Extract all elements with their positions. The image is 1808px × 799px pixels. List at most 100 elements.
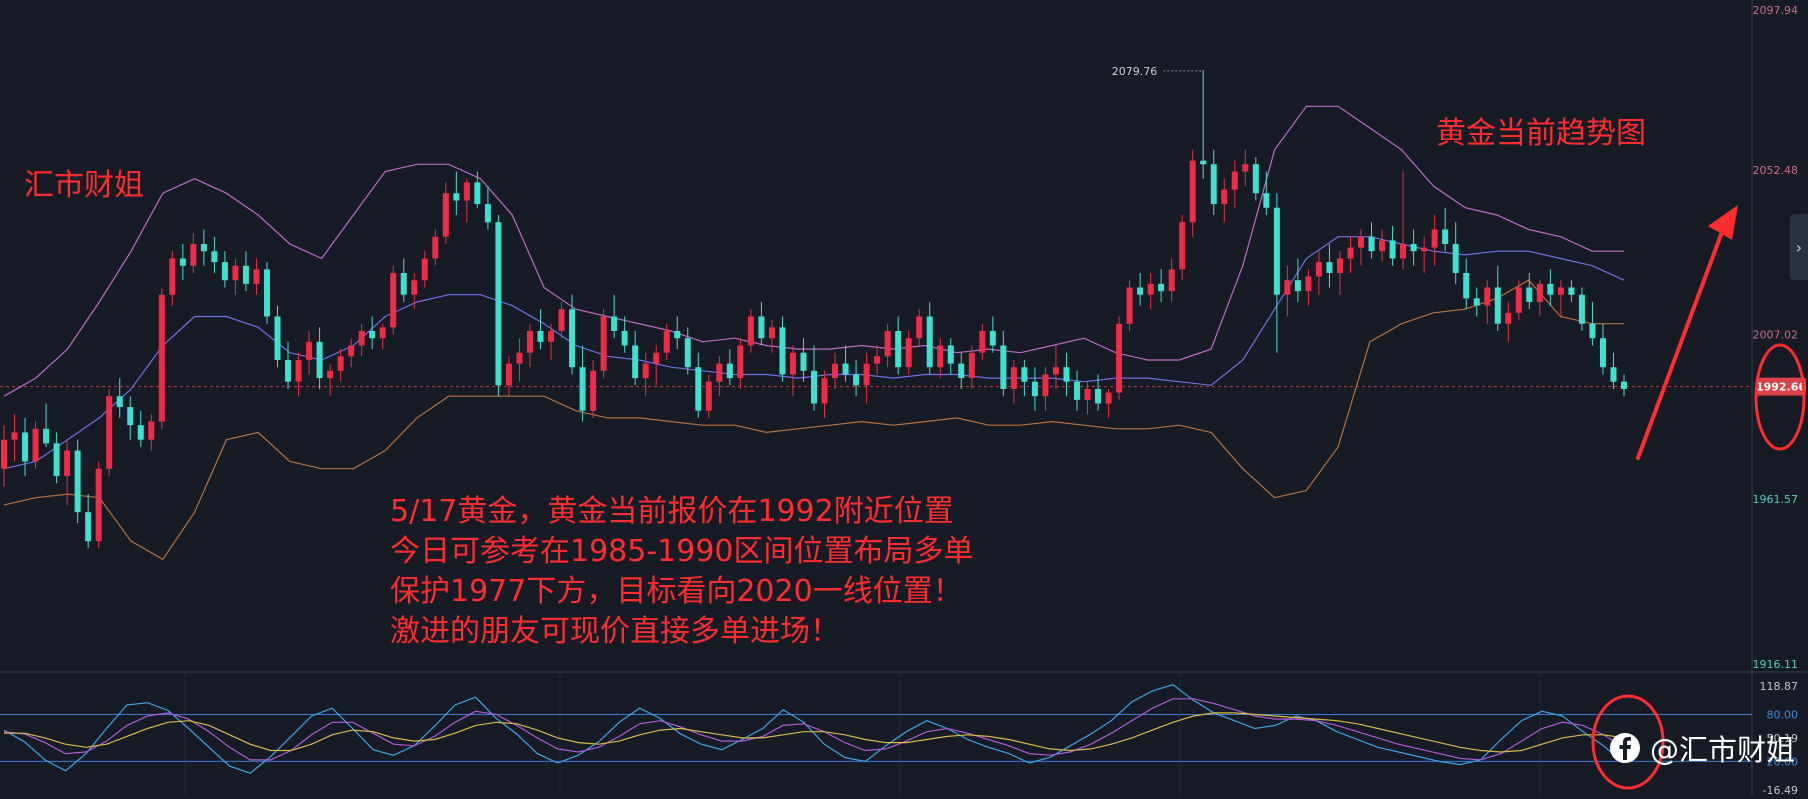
candle[interactable]	[253, 258, 260, 295]
candle[interactable]	[674, 316, 681, 350]
candle[interactable]	[400, 258, 407, 302]
candle[interactable]	[1515, 280, 1522, 321]
candle[interactable]	[789, 345, 796, 397]
candle[interactable]	[853, 359, 860, 397]
candle[interactable]	[53, 432, 60, 484]
candle[interactable]	[926, 301, 933, 375]
candle[interactable]	[158, 287, 165, 429]
candle[interactable]	[516, 338, 523, 382]
candle[interactable]	[663, 323, 670, 360]
candle[interactable]	[979, 323, 986, 360]
candle[interactable]	[421, 251, 428, 288]
candle[interactable]	[968, 345, 975, 389]
candle[interactable]	[1484, 280, 1491, 324]
candle[interactable]	[1200, 70, 1207, 179]
candle[interactable]	[747, 309, 754, 353]
candle[interactable]	[1379, 229, 1386, 263]
candle[interactable]	[1221, 178, 1228, 223]
candle[interactable]	[1042, 367, 1049, 411]
candle[interactable]	[1526, 272, 1533, 310]
candle[interactable]	[1494, 265, 1501, 331]
candle[interactable]	[653, 345, 660, 386]
candle[interactable]	[1263, 171, 1270, 215]
candle[interactable]	[1505, 301, 1512, 342]
candle[interactable]	[64, 439, 71, 505]
candle[interactable]	[1421, 236, 1428, 273]
candle[interactable]	[1000, 330, 1007, 397]
candle[interactable]	[1463, 258, 1470, 310]
candle[interactable]	[463, 178, 470, 223]
candle[interactable]	[43, 403, 50, 447]
candle[interactable]	[716, 356, 723, 397]
candle[interactable]	[1231, 160, 1238, 208]
candle[interactable]	[1305, 269, 1312, 306]
candle[interactable]	[285, 341, 292, 389]
candle[interactable]	[642, 352, 649, 397]
candle[interactable]	[600, 309, 607, 379]
candle[interactable]	[390, 265, 397, 335]
candle[interactable]	[274, 305, 281, 368]
candles-layer[interactable]	[1, 70, 1627, 549]
candle[interactable]	[32, 421, 39, 469]
candle[interactable]	[548, 323, 555, 360]
candle[interactable]	[453, 171, 460, 215]
candle[interactable]	[95, 461, 102, 549]
candle[interactable]	[611, 294, 618, 339]
candle[interactable]	[821, 370, 828, 418]
candle[interactable]	[74, 439, 81, 524]
candle[interactable]	[1578, 287, 1585, 331]
candle[interactable]	[1610, 352, 1617, 389]
candle[interactable]	[800, 338, 807, 382]
candle[interactable]	[947, 338, 954, 375]
candle[interactable]	[242, 251, 249, 292]
candle[interactable]	[1126, 280, 1133, 331]
candle[interactable]	[337, 349, 344, 382]
candle[interactable]	[116, 378, 123, 418]
candle[interactable]	[1336, 251, 1343, 295]
candle[interactable]	[211, 236, 218, 273]
candle[interactable]	[306, 330, 313, 375]
candle[interactable]	[1021, 359, 1028, 397]
candle[interactable]	[1536, 280, 1543, 317]
candle[interactable]	[327, 363, 334, 397]
candle[interactable]	[874, 345, 881, 375]
candle[interactable]	[758, 301, 765, 346]
candle[interactable]	[379, 323, 386, 350]
candle[interactable]	[811, 345, 817, 411]
candle[interactable]	[832, 352, 839, 389]
candle[interactable]	[1452, 222, 1459, 284]
candle[interactable]	[1137, 272, 1144, 306]
candle[interactable]	[537, 309, 544, 350]
candle[interactable]	[1031, 367, 1038, 411]
candle[interactable]	[895, 316, 902, 375]
candle[interactable]	[1284, 265, 1291, 317]
candle[interactable]	[1358, 229, 1365, 266]
candle[interactable]	[1326, 243, 1333, 288]
candle[interactable]	[1073, 370, 1080, 411]
candle[interactable]	[1210, 149, 1217, 215]
candle[interactable]	[11, 414, 18, 462]
candle[interactable]	[737, 338, 744, 389]
candle[interactable]	[863, 352, 870, 404]
candle[interactable]	[569, 294, 576, 375]
candle[interactable]	[842, 345, 849, 382]
candle[interactable]	[179, 243, 186, 281]
candle[interactable]	[1010, 359, 1017, 404]
candle[interactable]	[316, 327, 323, 389]
candle[interactable]	[958, 352, 965, 389]
candle[interactable]	[200, 229, 207, 266]
candle[interactable]	[505, 356, 512, 397]
candle[interactable]	[1052, 345, 1059, 389]
candle[interactable]	[1589, 301, 1596, 346]
candle[interactable]	[348, 338, 355, 368]
candle[interactable]	[1568, 280, 1575, 302]
candle[interactable]	[137, 410, 144, 447]
candle[interactable]	[590, 359, 597, 418]
candle[interactable]	[1252, 157, 1259, 201]
candle[interactable]	[1621, 374, 1627, 397]
candle[interactable]	[369, 316, 376, 350]
candle[interactable]	[190, 233, 197, 273]
candle[interactable]	[1116, 316, 1123, 400]
candle[interactable]	[526, 323, 533, 368]
